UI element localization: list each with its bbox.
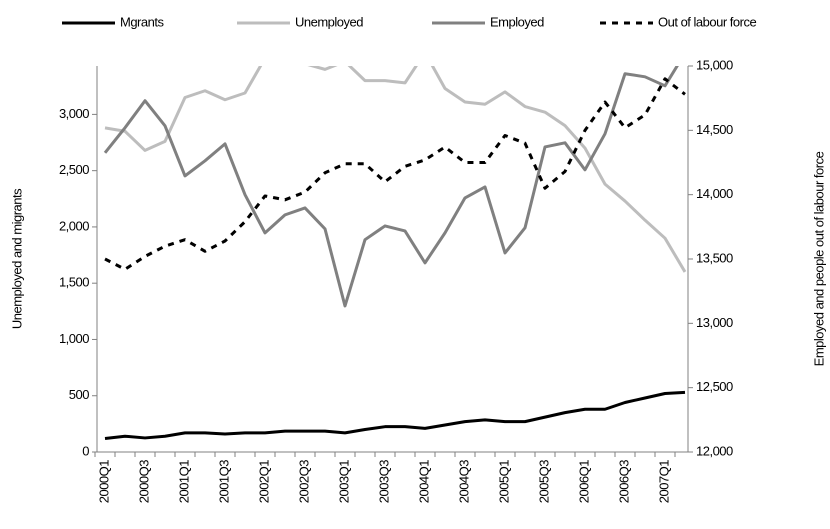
y-axis-title: Unemployed and migrants <box>9 188 24 329</box>
x-tick-label: 2004Q3 <box>456 460 471 504</box>
x-tick-label: 2002Q1 <box>256 460 271 504</box>
x-tick-label: 2005Q1 <box>496 460 511 504</box>
series-line <box>104 77 686 271</box>
y2-tick-label: 12,500 <box>696 379 733 394</box>
x-tick-label: 2000Q3 <box>136 460 151 504</box>
x-tick-label: 2005Q3 <box>536 460 551 504</box>
y-tick-label: 0 <box>82 443 89 458</box>
y2-tick-label: 12,000 <box>696 443 733 458</box>
legend-label: Mgrants <box>120 14 164 29</box>
legend-label: Unemployed <box>295 14 363 29</box>
y2-tick-label: 14,500 <box>696 122 733 137</box>
y2-tick-label: 13,000 <box>696 315 733 330</box>
y-tick-label: 1,500 <box>59 275 89 290</box>
series-line <box>103 66 679 308</box>
x-tick-label: 2007Q1 <box>656 460 671 504</box>
y2-axis-title: Employed and people out of labour force <box>811 151 826 366</box>
y-tick-label: 2,500 <box>59 162 89 177</box>
x-tick-label: 2004Q1 <box>416 460 431 504</box>
plot-lines <box>103 66 687 440</box>
x-tick-label: 2000Q1 <box>96 460 111 504</box>
y2-tick-label: 15,000 <box>696 57 733 72</box>
y-tick-label: 3,000 <box>59 106 89 121</box>
y-tick-label: 500 <box>69 387 89 402</box>
y2-tick-label: 14,000 <box>696 186 733 201</box>
x-tick-label: 2006Q1 <box>576 460 591 504</box>
series-line <box>104 390 686 440</box>
x-tick-label: 2003Q1 <box>336 460 351 504</box>
series-line <box>104 66 687 273</box>
x-tick-label: 2003Q3 <box>376 460 391 504</box>
y2-tick-label: 13,500 <box>696 250 733 265</box>
legend-label: Employed <box>490 14 544 29</box>
x-tick-label: 2006Q3 <box>616 460 631 504</box>
x-tick-label: 2001Q3 <box>216 460 231 504</box>
x-tick-label: 2001Q1 <box>176 460 191 504</box>
y-tick-label: 2,000 <box>59 218 89 233</box>
legend-label: Out of labour force <box>658 14 756 29</box>
x-tick-label: 2002Q3 <box>296 460 311 504</box>
y-tick-label: 1,000 <box>59 331 89 346</box>
